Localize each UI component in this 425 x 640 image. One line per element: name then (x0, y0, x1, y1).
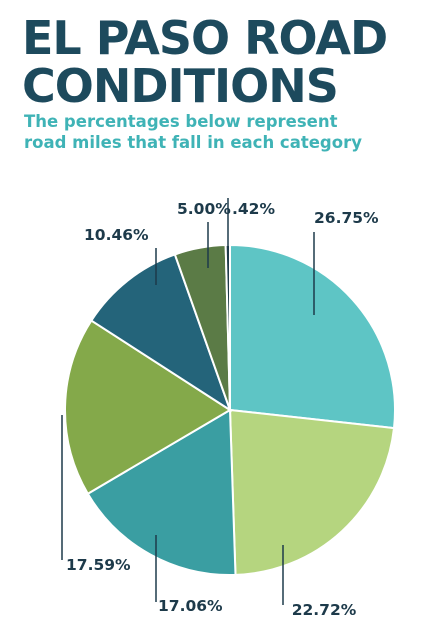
slice-label-1: 26.75% (314, 209, 379, 227)
title-line-2: CONDITIONS (22, 59, 339, 113)
slice-label-6: 5.00% (177, 200, 231, 218)
pie-slice-5 (89, 253, 232, 413)
pie-slice-1 (229, 243, 396, 430)
subtitle: The percentages below represent road mil… (24, 111, 362, 153)
page-title: EL PASO ROAD CONDITIONS (22, 11, 388, 113)
leader-lines (61, 198, 315, 605)
slice-label-7: .42% (232, 200, 275, 218)
slice-label-2: 22.72% (292, 601, 357, 619)
slice-label-3: 17.06% (158, 597, 223, 615)
slice-labels: 26.75% 22.72% 17.06% 17.59% 10.46% 5.00% .42% (66, 200, 379, 619)
subtitle-line-2: road miles that fall in each category (24, 133, 362, 152)
subtitle-line-1: The percentages below represent (24, 112, 338, 131)
slice-label-5: 10.46% (84, 226, 149, 244)
pie-slice-2 (228, 408, 396, 576)
pie-slice-4 (64, 319, 232, 496)
title-line-1: EL PASO ROAD (22, 11, 388, 65)
pie-slices (64, 243, 396, 576)
pie-slice-3 (86, 408, 237, 576)
slice-label-4: 17.59% (66, 556, 131, 574)
